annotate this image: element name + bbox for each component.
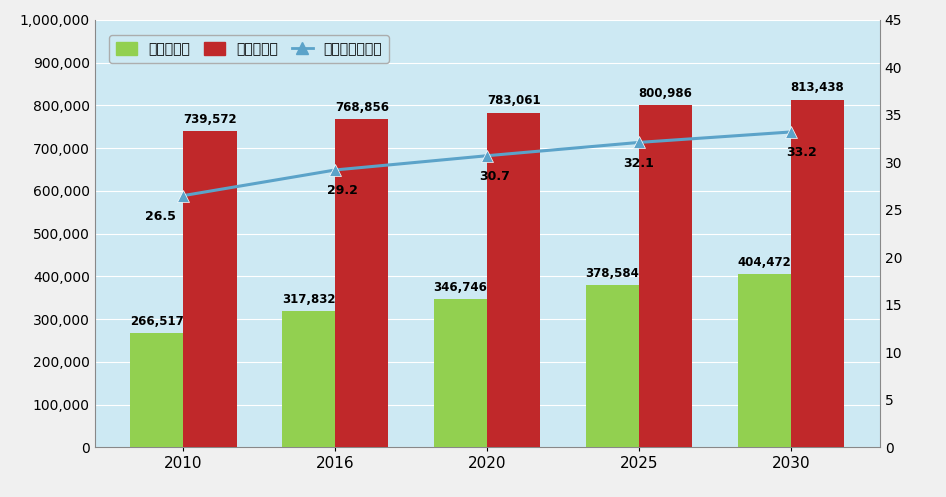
Text: 404,472: 404,472 xyxy=(738,256,791,269)
Bar xyxy=(738,274,791,447)
여성가구주비율 xyxy=(634,140,645,146)
Bar xyxy=(335,119,389,447)
Bar xyxy=(586,285,639,447)
Text: 30.7: 30.7 xyxy=(480,170,510,183)
Bar xyxy=(184,131,236,447)
여성가구주비율 xyxy=(329,167,341,173)
Bar xyxy=(487,113,540,447)
Text: 378,584: 378,584 xyxy=(586,267,639,280)
Text: 317,832: 317,832 xyxy=(282,293,336,306)
Text: 739,572: 739,572 xyxy=(184,113,236,126)
Text: 800,986: 800,986 xyxy=(639,87,692,100)
Text: 266,517: 266,517 xyxy=(130,315,184,328)
Legend: 여성가구주, 남성가구주, 여성가구주비율: 여성가구주, 남성가구주, 여성가구주비율 xyxy=(110,35,389,63)
Text: 29.2: 29.2 xyxy=(327,184,359,197)
Text: 768,856: 768,856 xyxy=(335,100,389,113)
Text: 346,746: 346,746 xyxy=(433,281,487,294)
Text: 33.2: 33.2 xyxy=(786,146,817,159)
Bar xyxy=(434,299,487,447)
Bar xyxy=(131,333,184,447)
Bar xyxy=(282,312,335,447)
Text: 32.1: 32.1 xyxy=(623,157,655,169)
Text: 813,438: 813,438 xyxy=(791,82,845,94)
Bar xyxy=(791,99,844,447)
Text: 26.5: 26.5 xyxy=(146,210,176,223)
Bar xyxy=(639,105,692,447)
여성가구주비율 xyxy=(785,129,797,135)
Line: 여성가구주비율: 여성가구주비율 xyxy=(177,126,797,202)
Text: 783,061: 783,061 xyxy=(487,94,540,107)
여성가구주비율 xyxy=(482,153,493,159)
여성가구주비율 xyxy=(178,193,189,199)
